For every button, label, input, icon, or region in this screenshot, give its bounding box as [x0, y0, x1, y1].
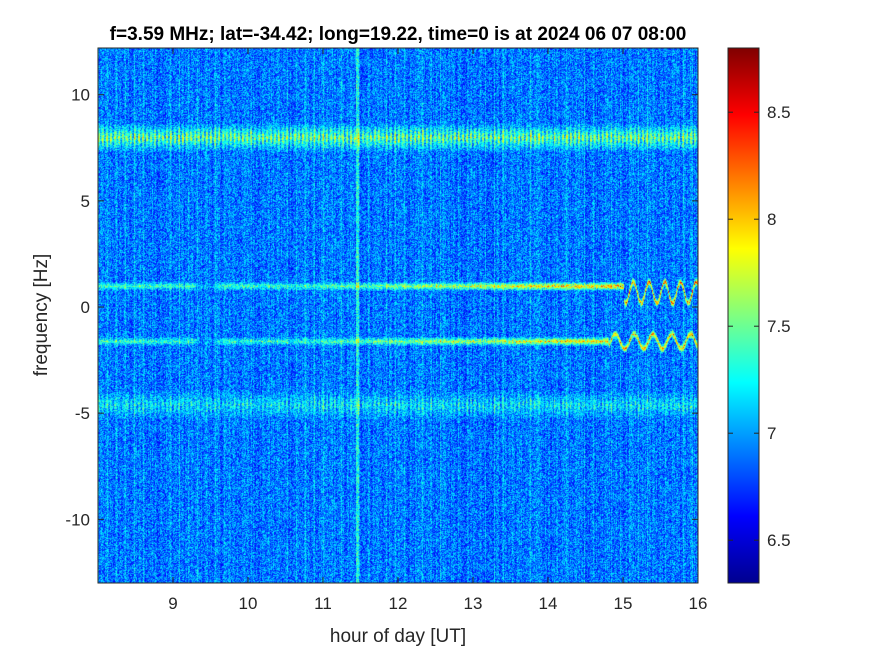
y-tick-label: 5 — [81, 192, 90, 211]
x-tick-label: 16 — [689, 594, 708, 613]
colorbar-tick-label: 8 — [767, 210, 776, 229]
heatmap-image — [98, 48, 698, 583]
x-tick-label: 9 — [168, 594, 177, 613]
chart-title: f=3.59 MHz; lat=-34.42; long=19.22, time… — [110, 24, 687, 45]
y-axis-label: frequency [Hz] — [31, 254, 52, 377]
y-tick-label: -5 — [75, 404, 90, 423]
colorbar-gradient — [727, 47, 760, 584]
colorbar-tick-label: 7 — [767, 424, 776, 443]
x-tick-label: 11 — [314, 594, 332, 613]
x-tick-label: 13 — [464, 594, 483, 613]
x-axis: 9 10 11 12 13 14 15 16 — [168, 48, 707, 613]
y-tick-label: -10 — [65, 510, 90, 529]
colorbar-tick-label: 6.5 — [767, 531, 791, 550]
colorbar-tick-label: 7.5 — [767, 317, 791, 336]
x-axis-label: hour of day [UT] — [330, 626, 466, 647]
colorbar-ticks: 8.5 8 7.5 7 6.5 — [728, 103, 791, 550]
colorbar-tick-label: 8.5 — [767, 103, 791, 122]
plot-area: 9 10 11 12 13 14 15 16 10 5 0 -5 -10 — [65, 47, 707, 613]
colorbar: 8.5 8 7.5 7 6.5 — [727, 47, 791, 584]
y-axis: 10 5 0 -5 -10 — [65, 86, 698, 529]
x-tick-label: 14 — [539, 594, 558, 613]
x-tick-label: 15 — [614, 594, 633, 613]
y-tick-label: 10 — [71, 86, 90, 105]
y-tick-label: 0 — [81, 298, 90, 317]
x-tick-label: 12 — [389, 594, 408, 613]
x-tick-label: 10 — [239, 594, 258, 613]
